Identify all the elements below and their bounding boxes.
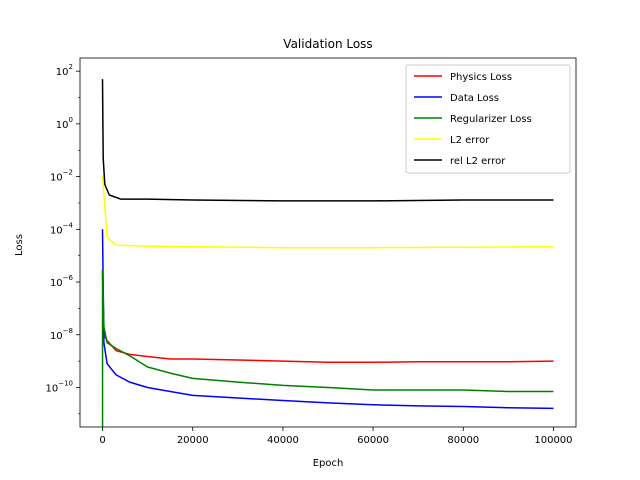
- y-tick-label: 100: [56, 116, 73, 131]
- y-tick-label: 10−10: [45, 379, 73, 394]
- x-tick-label: 80000: [447, 435, 479, 446]
- y-tick-label: 10−6: [50, 274, 74, 289]
- axes: 0 20000 40000 60000 80000 100000 102 100 10−2 10−…: [45, 57, 577, 446]
- y-tick-label: 10−8: [50, 327, 73, 342]
- series-line-3: [101, 176, 554, 249]
- x-tick-label: 40000: [267, 435, 299, 446]
- x-axis-label: Epoch: [313, 458, 344, 469]
- series-line-1: [101, 229, 554, 410]
- y-tick-label: 10−4: [50, 221, 74, 236]
- legend-box: [405, 64, 571, 174]
- y-axis-label: Loss: [14, 234, 25, 256]
- plot-frame: [79, 57, 577, 428]
- legend-label-2: Regularizer Loss: [450, 114, 532, 125]
- x-tick-label: 60000: [357, 435, 389, 446]
- y-tick-label: 102: [56, 63, 73, 78]
- legend-label-1: Data Loss: [450, 93, 499, 104]
- legend: Physics Loss Data Loss Regularizer Loss L2 …: [405, 64, 571, 174]
- y-tick-label: 10−2: [50, 169, 73, 184]
- x-tick-label: 20000: [177, 435, 209, 446]
- plot-lines: [101, 79, 554, 427]
- legend-label-4: rel L2 error: [450, 156, 506, 167]
- legend-label-0: Physics Loss: [450, 72, 512, 83]
- legend-label-3: L2 error: [450, 135, 490, 146]
- series-line-4: [101, 79, 554, 202]
- series-line-2: [101, 269, 554, 393]
- x-tick-label: 100000: [534, 435, 572, 446]
- chart-title: Validation Loss: [283, 37, 372, 51]
- x-tick-label: 0: [99, 435, 105, 446]
